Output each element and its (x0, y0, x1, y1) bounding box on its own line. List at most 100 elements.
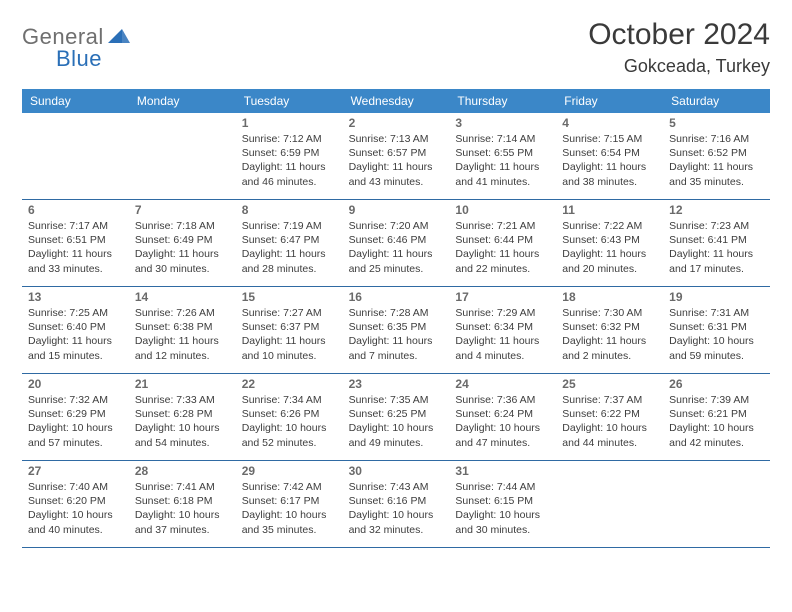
daylight-line: and 49 minutes. (349, 436, 444, 450)
day-cell: 9Sunrise: 7:20 AMSunset: 6:46 PMDaylight… (343, 200, 450, 286)
sunrise-line: Sunrise: 7:14 AM (455, 132, 550, 146)
day-cell: 4Sunrise: 7:15 AMSunset: 6:54 PMDaylight… (556, 113, 663, 199)
sunrise-line: Sunrise: 7:41 AM (135, 480, 230, 494)
daylight-line: and 41 minutes. (455, 175, 550, 189)
day-cell: 7Sunrise: 7:18 AMSunset: 6:49 PMDaylight… (129, 200, 236, 286)
daylight-line: Daylight: 11 hours (349, 334, 444, 348)
sunrise-line: Sunrise: 7:29 AM (455, 306, 550, 320)
day-of-week-row: Sunday Monday Tuesday Wednesday Thursday… (22, 89, 770, 113)
daylight-line: Daylight: 11 hours (562, 247, 657, 261)
daylight-line: Daylight: 11 hours (242, 247, 337, 261)
sunrise-line: Sunrise: 7:40 AM (28, 480, 123, 494)
sunrise-line: Sunrise: 7:44 AM (455, 480, 550, 494)
day-cell (129, 113, 236, 199)
daylight-line: Daylight: 10 hours (242, 421, 337, 435)
sunset-line: Sunset: 6:54 PM (562, 146, 657, 160)
dow-saturday: Saturday (663, 89, 770, 113)
day-cell: 6Sunrise: 7:17 AMSunset: 6:51 PMDaylight… (22, 200, 129, 286)
day-number: 26 (669, 377, 764, 391)
day-cell: 8Sunrise: 7:19 AMSunset: 6:47 PMDaylight… (236, 200, 343, 286)
day-number: 7 (135, 203, 230, 217)
day-number: 29 (242, 464, 337, 478)
daylight-line: and 52 minutes. (242, 436, 337, 450)
sunrise-line: Sunrise: 7:25 AM (28, 306, 123, 320)
day-number: 3 (455, 116, 550, 130)
daylight-line: Daylight: 11 hours (562, 160, 657, 174)
daylight-line: Daylight: 10 hours (135, 421, 230, 435)
daylight-line: Daylight: 10 hours (135, 508, 230, 522)
day-cell: 29Sunrise: 7:42 AMSunset: 6:17 PMDayligh… (236, 461, 343, 547)
daylight-line: and 22 minutes. (455, 262, 550, 276)
day-cell: 1Sunrise: 7:12 AMSunset: 6:59 PMDaylight… (236, 113, 343, 199)
daylight-line: Daylight: 10 hours (455, 421, 550, 435)
sunset-line: Sunset: 6:21 PM (669, 407, 764, 421)
daylight-line: and 35 minutes. (242, 523, 337, 537)
daylight-line: and 33 minutes. (28, 262, 123, 276)
sunset-line: Sunset: 6:52 PM (669, 146, 764, 160)
day-cell (556, 461, 663, 547)
daylight-line: Daylight: 11 hours (349, 160, 444, 174)
daylight-line: and 2 minutes. (562, 349, 657, 363)
day-number: 30 (349, 464, 444, 478)
day-cell: 23Sunrise: 7:35 AMSunset: 6:25 PMDayligh… (343, 374, 450, 460)
calendar: Sunday Monday Tuesday Wednesday Thursday… (22, 89, 770, 548)
sunset-line: Sunset: 6:16 PM (349, 494, 444, 508)
sunset-line: Sunset: 6:20 PM (28, 494, 123, 508)
sunset-line: Sunset: 6:31 PM (669, 320, 764, 334)
day-cell: 21Sunrise: 7:33 AMSunset: 6:28 PMDayligh… (129, 374, 236, 460)
day-number: 10 (455, 203, 550, 217)
daylight-line: and 15 minutes. (28, 349, 123, 363)
day-cell: 11Sunrise: 7:22 AMSunset: 6:43 PMDayligh… (556, 200, 663, 286)
daylight-line: Daylight: 11 hours (349, 247, 444, 261)
sunset-line: Sunset: 6:44 PM (455, 233, 550, 247)
sunrise-line: Sunrise: 7:19 AM (242, 219, 337, 233)
sunrise-line: Sunrise: 7:15 AM (562, 132, 657, 146)
sunset-line: Sunset: 6:47 PM (242, 233, 337, 247)
daylight-line: and 54 minutes. (135, 436, 230, 450)
day-cell: 24Sunrise: 7:36 AMSunset: 6:24 PMDayligh… (449, 374, 556, 460)
day-cell: 31Sunrise: 7:44 AMSunset: 6:15 PMDayligh… (449, 461, 556, 547)
day-number: 13 (28, 290, 123, 304)
day-cell: 13Sunrise: 7:25 AMSunset: 6:40 PMDayligh… (22, 287, 129, 373)
day-number: 11 (562, 203, 657, 217)
sunrise-line: Sunrise: 7:30 AM (562, 306, 657, 320)
day-number: 19 (669, 290, 764, 304)
day-cell: 18Sunrise: 7:30 AMSunset: 6:32 PMDayligh… (556, 287, 663, 373)
daylight-line: Daylight: 11 hours (455, 334, 550, 348)
daylight-line: and 43 minutes. (349, 175, 444, 189)
day-cell: 2Sunrise: 7:13 AMSunset: 6:57 PMDaylight… (343, 113, 450, 199)
day-cell: 22Sunrise: 7:34 AMSunset: 6:26 PMDayligh… (236, 374, 343, 460)
dow-monday: Monday (129, 89, 236, 113)
day-number: 22 (242, 377, 337, 391)
sunrise-line: Sunrise: 7:27 AM (242, 306, 337, 320)
daylight-line: and 12 minutes. (135, 349, 230, 363)
day-number: 12 (669, 203, 764, 217)
daylight-line: Daylight: 11 hours (669, 160, 764, 174)
sunset-line: Sunset: 6:37 PM (242, 320, 337, 334)
day-number: 9 (349, 203, 444, 217)
day-number: 31 (455, 464, 550, 478)
sunset-line: Sunset: 6:55 PM (455, 146, 550, 160)
daylight-line: and 42 minutes. (669, 436, 764, 450)
day-cell: 3Sunrise: 7:14 AMSunset: 6:55 PMDaylight… (449, 113, 556, 199)
sunrise-line: Sunrise: 7:16 AM (669, 132, 764, 146)
daylight-line: Daylight: 10 hours (349, 421, 444, 435)
dow-thursday: Thursday (449, 89, 556, 113)
sunset-line: Sunset: 6:26 PM (242, 407, 337, 421)
sunrise-line: Sunrise: 7:28 AM (349, 306, 444, 320)
daylight-line: Daylight: 10 hours (28, 421, 123, 435)
day-cell: 28Sunrise: 7:41 AMSunset: 6:18 PMDayligh… (129, 461, 236, 547)
daylight-line: and 35 minutes. (669, 175, 764, 189)
sunrise-line: Sunrise: 7:31 AM (669, 306, 764, 320)
daylight-line: and 7 minutes. (349, 349, 444, 363)
sunrise-line: Sunrise: 7:42 AM (242, 480, 337, 494)
dow-wednesday: Wednesday (343, 89, 450, 113)
day-cell: 14Sunrise: 7:26 AMSunset: 6:38 PMDayligh… (129, 287, 236, 373)
sunrise-line: Sunrise: 7:21 AM (455, 219, 550, 233)
sunrise-line: Sunrise: 7:13 AM (349, 132, 444, 146)
day-cell: 10Sunrise: 7:21 AMSunset: 6:44 PMDayligh… (449, 200, 556, 286)
sunset-line: Sunset: 6:35 PM (349, 320, 444, 334)
daylight-line: Daylight: 11 hours (135, 334, 230, 348)
sunrise-line: Sunrise: 7:39 AM (669, 393, 764, 407)
day-cell: 16Sunrise: 7:28 AMSunset: 6:35 PMDayligh… (343, 287, 450, 373)
